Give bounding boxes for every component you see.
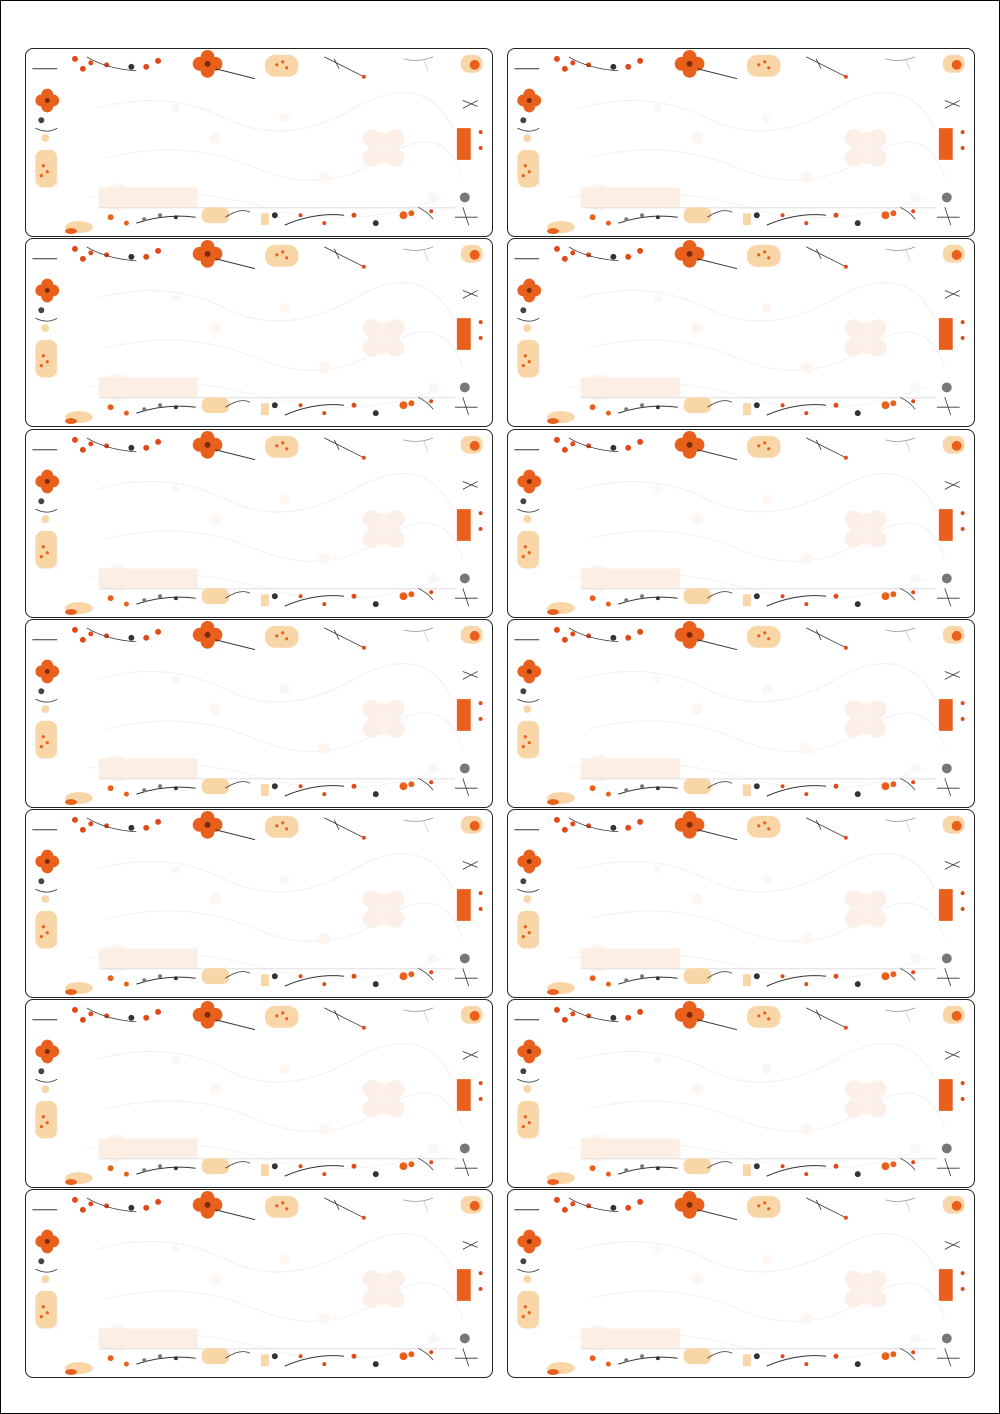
bottom-floral-border — [547, 187, 937, 235]
right-floral-border — [454, 290, 483, 416]
top-floral-border — [32, 1000, 483, 1031]
right-floral-border — [936, 100, 965, 226]
background-pattern — [568, 472, 946, 600]
bottom-floral-border — [547, 758, 937, 806]
left-floral-border — [517, 849, 542, 949]
left-floral-border — [517, 88, 542, 188]
top-floral-border — [32, 810, 483, 841]
address-label[interactable] — [25, 999, 493, 1188]
address-label[interactable] — [25, 619, 493, 808]
bottom-floral-border — [547, 1138, 937, 1186]
top-floral-border — [514, 1190, 965, 1221]
address-label[interactable] — [507, 238, 975, 427]
right-floral-border — [936, 481, 965, 607]
bottom-floral-border — [547, 377, 937, 425]
bottom-floral-border — [65, 948, 455, 996]
bottom-floral-border — [547, 948, 937, 996]
left-floral-border — [517, 1229, 542, 1329]
top-floral-border — [514, 620, 965, 651]
top-floral-border — [32, 620, 483, 651]
bottom-floral-border — [65, 758, 455, 806]
top-floral-border — [32, 239, 483, 270]
top-floral-border — [32, 430, 483, 461]
bottom-floral-border — [65, 1328, 455, 1376]
top-floral-border — [514, 239, 965, 270]
address-label[interactable] — [507, 429, 975, 618]
left-floral-border — [35, 659, 60, 759]
top-floral-border — [514, 430, 965, 461]
left-floral-border — [517, 278, 542, 378]
left-floral-border — [35, 1229, 60, 1329]
address-label[interactable] — [507, 1189, 975, 1378]
top-floral-border — [514, 810, 965, 841]
address-label[interactable] — [507, 619, 975, 808]
bottom-floral-border — [547, 1328, 937, 1376]
left-floral-border — [35, 278, 60, 378]
left-floral-border — [517, 1039, 542, 1139]
left-floral-border — [517, 469, 542, 569]
top-floral-border — [514, 1000, 965, 1031]
right-floral-border — [454, 1051, 483, 1177]
right-floral-border — [936, 1051, 965, 1177]
top-floral-border — [32, 49, 483, 80]
right-floral-border — [454, 671, 483, 797]
right-floral-border — [454, 861, 483, 987]
right-floral-border — [936, 861, 965, 987]
top-floral-border — [32, 1190, 483, 1221]
left-floral-border — [35, 1039, 60, 1139]
address-label[interactable] — [507, 48, 975, 237]
address-label[interactable] — [507, 809, 975, 998]
right-floral-border — [454, 1241, 483, 1367]
right-floral-border — [454, 481, 483, 607]
address-label[interactable] — [25, 48, 493, 237]
left-floral-border — [517, 659, 542, 759]
bottom-floral-border — [547, 568, 937, 616]
address-label[interactable] — [25, 429, 493, 618]
right-floral-border — [936, 1241, 965, 1367]
bottom-floral-border — [65, 187, 455, 235]
address-label[interactable] — [507, 999, 975, 1188]
left-floral-border — [35, 469, 60, 569]
top-floral-border — [514, 49, 965, 80]
right-floral-border — [454, 100, 483, 226]
right-floral-border — [936, 671, 965, 797]
left-floral-border — [35, 849, 60, 949]
bottom-floral-border — [65, 1138, 455, 1186]
left-floral-border — [35, 88, 60, 188]
address-label[interactable] — [25, 809, 493, 998]
address-label[interactable] — [25, 238, 493, 427]
address-label[interactable] — [25, 1189, 493, 1378]
bottom-floral-border — [65, 377, 455, 425]
bottom-floral-border — [65, 568, 455, 616]
right-floral-border — [936, 290, 965, 416]
